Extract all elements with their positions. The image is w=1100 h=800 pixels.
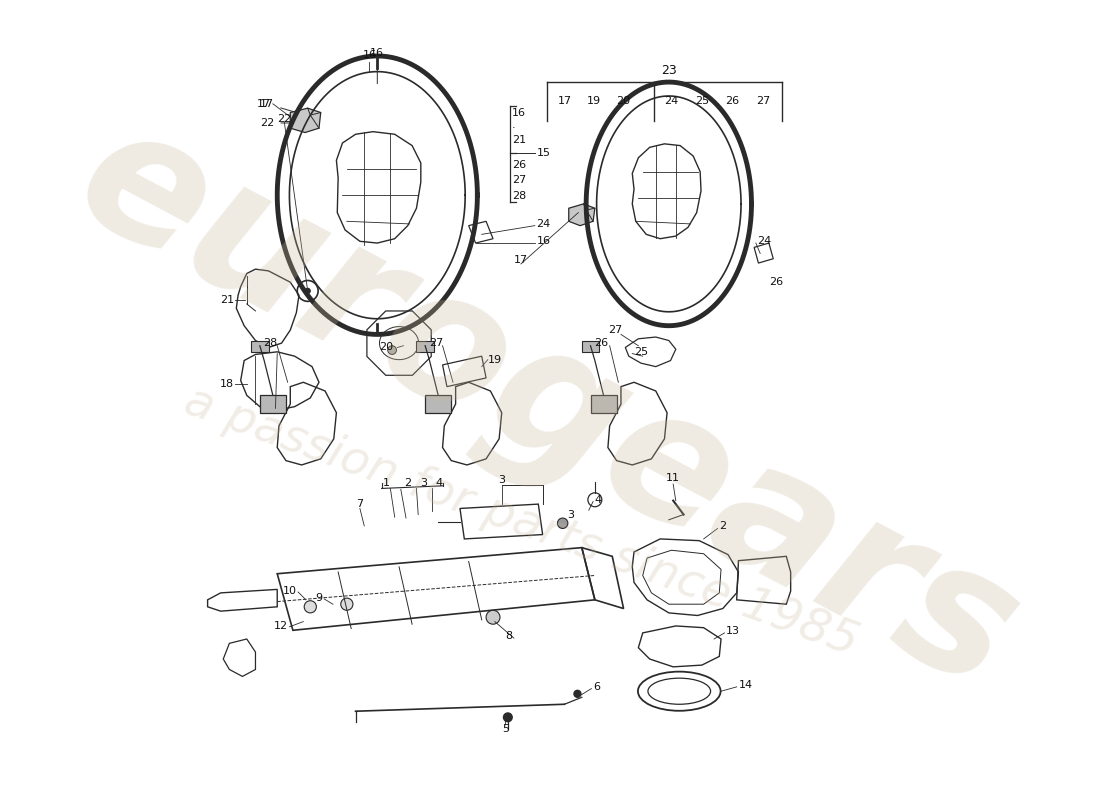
Text: a passion for parts since 1985: a passion for parts since 1985 (178, 378, 865, 665)
Text: 17: 17 (260, 99, 294, 112)
Text: 3: 3 (498, 474, 505, 485)
Text: 24: 24 (537, 219, 551, 229)
Text: 17: 17 (257, 99, 272, 109)
Polygon shape (569, 204, 595, 226)
Text: 13: 13 (726, 626, 740, 636)
Text: 14: 14 (738, 680, 752, 690)
Circle shape (341, 598, 353, 610)
Text: 27: 27 (756, 96, 770, 106)
Text: 3: 3 (420, 478, 427, 488)
Text: 26: 26 (769, 278, 783, 287)
Polygon shape (260, 395, 286, 413)
Polygon shape (417, 341, 433, 352)
Text: 16: 16 (371, 48, 384, 84)
Circle shape (305, 288, 310, 294)
Text: 15: 15 (537, 149, 551, 158)
Text: 16: 16 (363, 50, 376, 60)
Text: 19: 19 (587, 96, 601, 106)
Polygon shape (591, 395, 617, 413)
Circle shape (504, 713, 513, 722)
Text: 21: 21 (513, 135, 526, 146)
Text: 26: 26 (725, 96, 739, 106)
Text: 8: 8 (505, 631, 513, 642)
Text: eurogears: eurogears (50, 88, 1045, 729)
Text: 28: 28 (263, 338, 277, 348)
Circle shape (387, 346, 396, 354)
Text: 21: 21 (220, 294, 234, 305)
Text: 25: 25 (695, 96, 710, 106)
Text: 5: 5 (502, 724, 508, 734)
Text: 7: 7 (356, 499, 363, 509)
Text: 17: 17 (514, 255, 528, 266)
Circle shape (574, 690, 581, 698)
Text: 16: 16 (513, 107, 526, 118)
Text: 28: 28 (513, 191, 527, 201)
Text: 16: 16 (537, 236, 551, 246)
Text: 2: 2 (404, 478, 411, 488)
Text: 9: 9 (316, 593, 322, 603)
Text: 2: 2 (719, 521, 726, 531)
Text: 22: 22 (277, 114, 292, 124)
Text: 27: 27 (429, 338, 443, 348)
Text: 26: 26 (513, 160, 526, 170)
Text: ·: · (513, 123, 516, 133)
Circle shape (486, 610, 500, 624)
Text: 24: 24 (758, 236, 772, 246)
Text: 20: 20 (616, 96, 630, 106)
Circle shape (305, 601, 317, 613)
Text: 4: 4 (436, 478, 442, 488)
Polygon shape (290, 108, 321, 133)
Circle shape (558, 518, 568, 529)
Text: 3: 3 (566, 510, 574, 519)
Text: 12: 12 (274, 621, 288, 631)
Text: 27: 27 (607, 325, 621, 335)
Text: 11: 11 (667, 473, 680, 483)
Polygon shape (251, 341, 268, 352)
Polygon shape (426, 395, 451, 413)
Text: 1: 1 (383, 478, 389, 488)
Text: 6: 6 (593, 682, 601, 692)
Text: 10: 10 (283, 586, 296, 596)
Text: 22: 22 (260, 118, 294, 128)
Text: 26: 26 (594, 338, 608, 348)
Text: 25: 25 (634, 347, 648, 357)
Polygon shape (582, 341, 600, 352)
Text: 17: 17 (558, 96, 572, 106)
Text: 27: 27 (513, 175, 527, 186)
Text: 19: 19 (487, 354, 502, 365)
Text: 24: 24 (664, 96, 679, 106)
Text: 20: 20 (378, 342, 393, 353)
Text: 18: 18 (220, 379, 234, 389)
Text: 23: 23 (661, 64, 676, 78)
Text: 4: 4 (595, 494, 602, 505)
